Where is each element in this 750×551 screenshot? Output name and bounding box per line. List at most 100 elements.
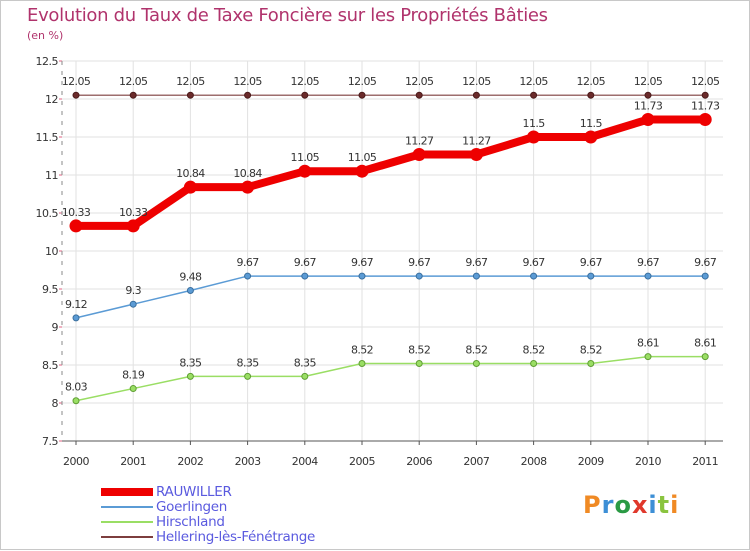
data-point bbox=[472, 359, 480, 367]
y-tick-label: 9.5 bbox=[42, 283, 58, 296]
data-label: 11.73 bbox=[691, 100, 720, 113]
data-label: 8.52 bbox=[408, 343, 430, 356]
data-label: 11.05 bbox=[291, 151, 320, 164]
data-point bbox=[129, 385, 137, 393]
data-label: 12.05 bbox=[119, 75, 148, 88]
data-label: 9.12 bbox=[65, 298, 87, 311]
y-tick-label: 11 bbox=[45, 169, 58, 182]
y-tick-label: 12 bbox=[45, 93, 58, 106]
data-label: 8.61 bbox=[694, 337, 716, 350]
data-point bbox=[126, 219, 140, 233]
legend-label: Goerlingen bbox=[156, 499, 228, 515]
y-tick-label: 8 bbox=[52, 397, 59, 410]
data-label: 10.84 bbox=[233, 167, 262, 180]
data-point bbox=[358, 359, 366, 367]
data-label: 10.84 bbox=[176, 167, 205, 180]
y-tick-label: 9 bbox=[52, 321, 59, 334]
logo-letter: r bbox=[601, 491, 615, 519]
data-label: 8.03 bbox=[65, 381, 88, 394]
data-point bbox=[641, 113, 655, 127]
data-point bbox=[301, 272, 309, 280]
data-label: 9.67 bbox=[465, 256, 488, 269]
data-point bbox=[298, 164, 312, 178]
data-label: 12.05 bbox=[577, 75, 606, 88]
data-point bbox=[469, 147, 483, 161]
data-point bbox=[358, 272, 366, 280]
data-point bbox=[244, 272, 252, 280]
data-label: 8.52 bbox=[351, 343, 373, 356]
legend-swatch bbox=[101, 521, 153, 523]
data-label: 11.27 bbox=[405, 134, 434, 147]
x-tick-label: 2000 bbox=[63, 455, 89, 468]
data-point bbox=[301, 91, 309, 99]
data-point bbox=[527, 130, 541, 144]
data-point bbox=[584, 130, 598, 144]
data-point bbox=[698, 113, 712, 127]
x-tick-label: 2007 bbox=[463, 455, 489, 468]
data-point bbox=[530, 359, 538, 367]
x-tick-label: 2005 bbox=[349, 455, 375, 468]
logo-letter: i bbox=[670, 491, 680, 519]
data-label: 12.05 bbox=[176, 75, 205, 88]
legend-swatch bbox=[101, 506, 153, 508]
data-label: 11.27 bbox=[462, 134, 491, 147]
data-point bbox=[701, 353, 709, 361]
legend-label: RAUWILLER bbox=[156, 484, 232, 500]
data-point bbox=[186, 287, 194, 295]
data-label: 9.67 bbox=[237, 256, 260, 269]
data-label: 9.67 bbox=[580, 256, 603, 269]
logo-letter: o bbox=[614, 491, 632, 519]
data-point bbox=[415, 272, 423, 280]
data-label: 9.67 bbox=[637, 256, 660, 269]
data-label: 12.05 bbox=[62, 75, 91, 88]
data-point bbox=[587, 272, 595, 280]
data-label: 11.73 bbox=[634, 100, 663, 113]
data-label: 9.67 bbox=[694, 256, 717, 269]
data-point bbox=[415, 91, 423, 99]
data-point bbox=[644, 272, 652, 280]
data-point bbox=[72, 397, 80, 405]
data-label: 8.19 bbox=[122, 369, 145, 382]
data-point bbox=[241, 180, 255, 194]
data-label: 11.5 bbox=[580, 117, 603, 130]
data-label: 12.05 bbox=[462, 75, 491, 88]
data-label: 9.67 bbox=[294, 256, 317, 269]
y-tick-label: 11.5 bbox=[36, 131, 59, 144]
data-point bbox=[701, 91, 709, 99]
data-point bbox=[472, 272, 480, 280]
y-tick-label: 8.5 bbox=[42, 359, 58, 372]
series-line bbox=[72, 115, 710, 230]
x-tick-label: 2006 bbox=[406, 455, 432, 468]
data-label: 10.33 bbox=[62, 206, 91, 219]
legend-label: Hirschland bbox=[156, 514, 225, 530]
data-point bbox=[301, 372, 309, 380]
x-tick-label: 2010 bbox=[635, 455, 661, 468]
legend-label: Hellering-lès-Fénétrange bbox=[156, 529, 316, 545]
data-label: 11.05 bbox=[348, 151, 377, 164]
data-label: 8.35 bbox=[294, 356, 317, 369]
data-label: 8.52 bbox=[465, 343, 487, 356]
x-tick-label: 2001 bbox=[120, 455, 146, 468]
x-tick-label: 2003 bbox=[235, 455, 261, 468]
data-point bbox=[644, 91, 652, 99]
legend-swatch bbox=[101, 536, 153, 538]
data-label: 9.48 bbox=[179, 271, 202, 284]
data-point bbox=[129, 300, 137, 308]
x-tick-label: 2002 bbox=[177, 455, 203, 468]
series-line bbox=[75, 355, 706, 402]
data-point bbox=[415, 359, 423, 367]
data-point bbox=[72, 314, 80, 322]
data-point bbox=[530, 272, 538, 280]
data-label: 11.5 bbox=[523, 117, 546, 130]
data-point bbox=[244, 91, 252, 99]
logo-letter: i bbox=[648, 491, 658, 519]
data-label: 12.05 bbox=[405, 75, 434, 88]
data-label: 12.05 bbox=[691, 75, 720, 88]
data-point bbox=[701, 272, 709, 280]
x-tick-label: 2008 bbox=[521, 455, 547, 468]
legend-item: Hellering-lès-Fénétrange bbox=[101, 529, 361, 545]
legend-item: Goerlingen bbox=[101, 499, 361, 515]
data-label: 8.52 bbox=[523, 343, 545, 356]
